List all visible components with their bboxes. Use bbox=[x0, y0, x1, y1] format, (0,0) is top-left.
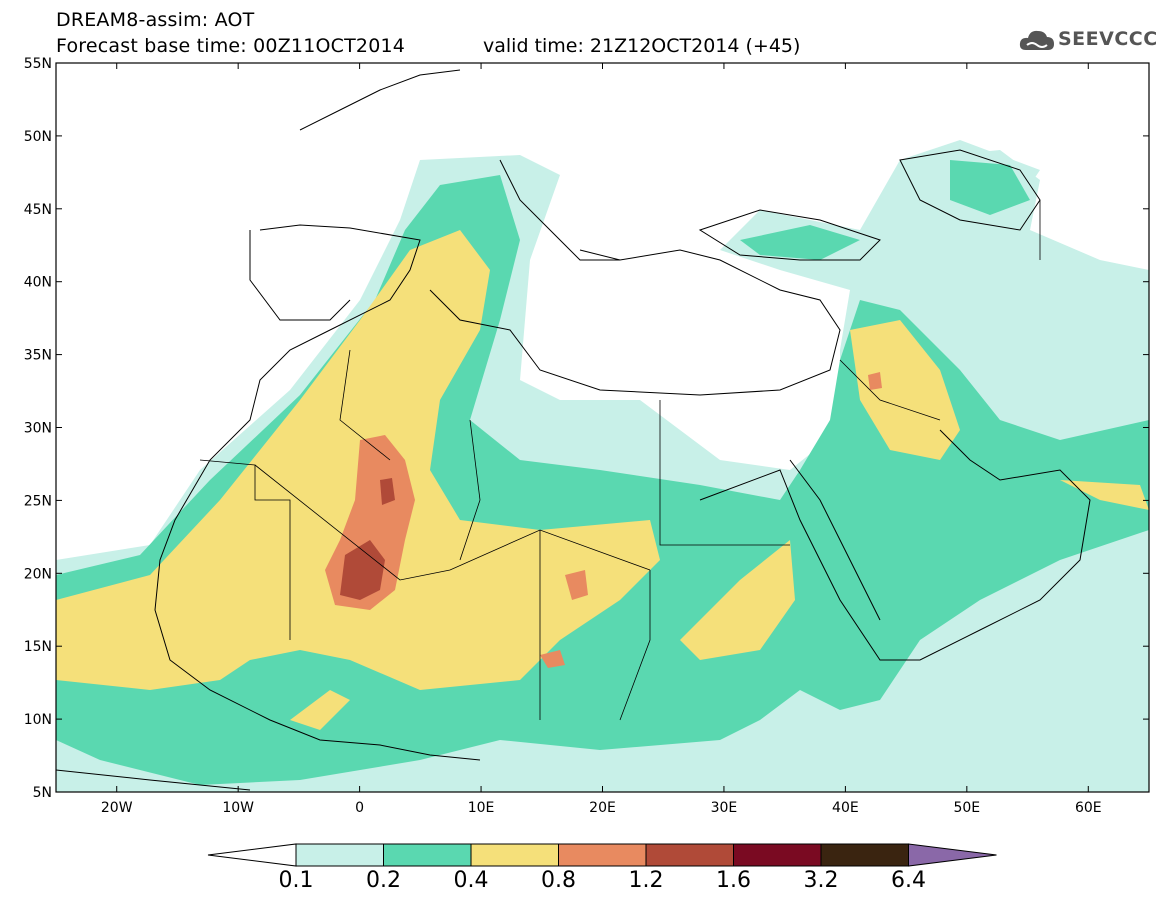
map-title: DREAM8-assim: AOT bbox=[56, 9, 255, 31]
lat-tick-label: 10N bbox=[24, 712, 52, 728]
latitude-axis: 5N 10N 15N 20N 25N 30N 35N 40N 45N 50N 55N bbox=[24, 56, 1149, 801]
valid-time: valid time: 21Z12OCT2014 (+45) bbox=[483, 35, 801, 57]
lon-tick-label: 10W bbox=[222, 800, 254, 816]
colorbar-level-label: 0.4 bbox=[453, 868, 489, 893]
lat-tick-label: 25N bbox=[24, 493, 52, 509]
coastlines bbox=[56, 69, 1091, 791]
lon-tick-label: 20E bbox=[589, 800, 616, 816]
colorbar-level-label: 0.1 bbox=[278, 868, 314, 893]
colorbar-level-label: 0.2 bbox=[366, 868, 401, 893]
colorbar-level-label: 6.4 bbox=[891, 868, 926, 893]
colorbar-level-label: 1.6 bbox=[716, 868, 751, 893]
lat-tick-label: 55N bbox=[24, 56, 52, 72]
lon-tick-label: 40E bbox=[832, 800, 859, 816]
cloud-icon bbox=[1019, 30, 1054, 50]
lat-tick-label: 30N bbox=[24, 421, 52, 437]
lon-tick-label: 20W bbox=[101, 800, 133, 816]
colorbar-swatch bbox=[820, 843, 909, 867]
country-borders bbox=[199, 200, 1041, 721]
colorbar-swatch bbox=[558, 843, 647, 867]
colorbar-swatch bbox=[733, 843, 822, 867]
lat-tick-label: 20N bbox=[24, 566, 52, 582]
colorbar-max-arrow bbox=[908, 843, 997, 867]
colorbar-min-arrow bbox=[207, 843, 297, 867]
lon-tick-label: 0 bbox=[355, 800, 364, 816]
colorbar-level-label: 0.8 bbox=[541, 868, 576, 893]
colorbar bbox=[207, 843, 997, 867]
colorbar-swatch bbox=[470, 843, 559, 867]
colorbar-level-label: 3.2 bbox=[803, 868, 839, 893]
lon-tick-label: 10E bbox=[468, 800, 495, 816]
aot-band-1.2 bbox=[340, 478, 395, 600]
forecast-base-time: Forecast base time: 00Z11OCT2014 bbox=[56, 35, 406, 57]
lat-tick-label: 50N bbox=[24, 129, 52, 145]
colorbar-swatch bbox=[383, 843, 472, 867]
aot-field bbox=[56, 140, 1149, 792]
lon-tick-label: 30E bbox=[711, 800, 738, 816]
colorbar-level-label: 1.2 bbox=[628, 868, 664, 893]
longitude-axis: 20W 10W 0 10E 20E 30E 40E 50E 60E bbox=[101, 63, 1102, 816]
lat-tick-label: 5N bbox=[33, 785, 52, 801]
lon-tick-label: 50E bbox=[953, 800, 980, 816]
lat-tick-label: 35N bbox=[24, 348, 52, 364]
seevccc-logo: SEEVCCC bbox=[1018, 26, 1158, 54]
lat-tick-label: 15N bbox=[24, 639, 52, 655]
aot-band-0.4 bbox=[56, 230, 1149, 730]
colorbar-swatch bbox=[645, 843, 734, 867]
logo-text: SEEVCCC bbox=[1058, 28, 1158, 50]
lon-tick-label: 60E bbox=[1075, 800, 1102, 816]
lat-tick-label: 45N bbox=[24, 202, 52, 218]
colorbar-swatch bbox=[295, 843, 384, 867]
lat-tick-label: 40N bbox=[24, 275, 52, 291]
